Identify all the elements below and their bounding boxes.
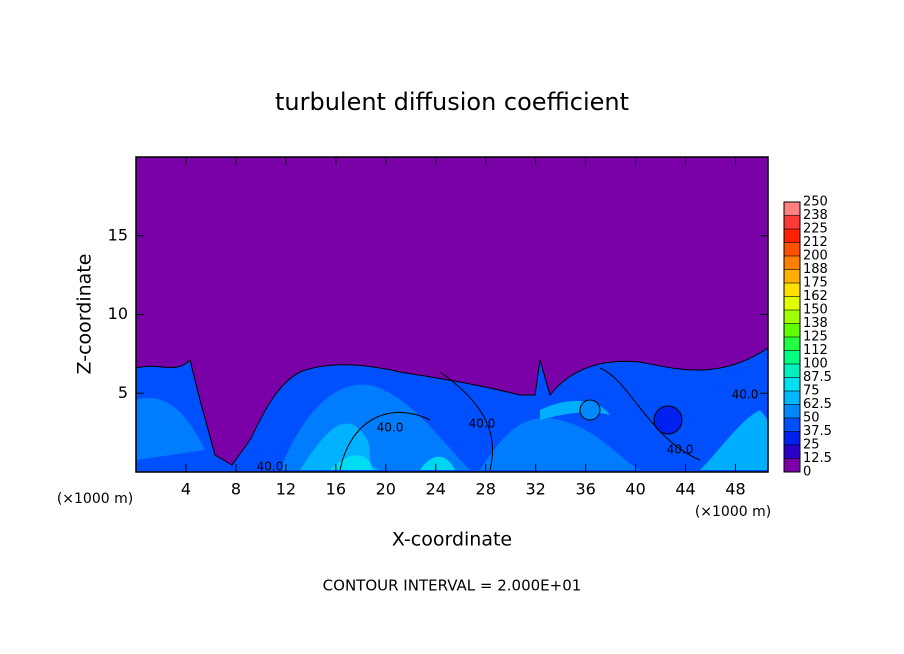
field-vortex bbox=[653, 405, 683, 435]
colorbar-swatch bbox=[784, 283, 800, 297]
field-contour bbox=[339, 367, 701, 471]
colorbar-label: 50 bbox=[803, 411, 820, 426]
colorbar-label: 75 bbox=[803, 384, 820, 399]
x-unit: (×1000 m) bbox=[57, 491, 133, 507]
colorbar-swatch bbox=[784, 458, 800, 472]
colorbar-swatch bbox=[784, 391, 800, 405]
colorbar-label: 37.5 bbox=[803, 424, 832, 439]
colorbar-swatch bbox=[784, 269, 800, 283]
colorbar-label: 250 bbox=[803, 195, 828, 210]
footer-note: CONTOUR INTERVAL = 2.000E+01 bbox=[323, 577, 582, 595]
colorbar-label: 162 bbox=[803, 289, 828, 304]
colorbar-swatch bbox=[784, 256, 800, 270]
colorbar-label: 100 bbox=[803, 357, 828, 372]
x-tick-label: 28 bbox=[476, 480, 496, 499]
colorbar-label: 138 bbox=[803, 316, 828, 331]
colorbar-swatch bbox=[784, 431, 800, 445]
y-axis-label: Z-coordinate bbox=[74, 254, 96, 375]
colorbar-swatch bbox=[784, 418, 800, 432]
colorbar-swatch bbox=[784, 242, 800, 256]
contour-label: 40.0 bbox=[732, 388, 759, 402]
colorbar-label: 12.5 bbox=[803, 451, 832, 466]
colorbar-swatch bbox=[784, 377, 800, 391]
x-unit: (×1000 m) bbox=[695, 504, 771, 520]
colorbar-label: 238 bbox=[803, 208, 828, 223]
x-tick-label: 44 bbox=[675, 480, 695, 499]
colorbar-label: 112 bbox=[803, 343, 828, 358]
x-tick-label: 36 bbox=[575, 480, 595, 499]
x-tick-label: 48 bbox=[725, 480, 745, 499]
colorbar-label: 150 bbox=[803, 303, 828, 318]
colorbar-label: 188 bbox=[803, 262, 828, 277]
y-tick-label: 15 bbox=[108, 225, 128, 244]
field-region bbox=[330, 455, 455, 470]
x-tick-label: 12 bbox=[276, 480, 296, 499]
colorbar-swatch bbox=[784, 296, 800, 310]
colorbar-label: 212 bbox=[803, 235, 828, 250]
x-tick-label: 16 bbox=[326, 480, 346, 499]
colorbar-swatch bbox=[784, 202, 800, 216]
colorbar-swatch bbox=[784, 215, 800, 229]
colorbar-swatch bbox=[784, 350, 800, 364]
x-tick-label: 40 bbox=[625, 480, 645, 499]
contour-label: 40.0 bbox=[257, 460, 284, 474]
contour-label: 40.0 bbox=[377, 421, 404, 435]
field-region bbox=[136, 384, 640, 470]
colorbar-swatch bbox=[784, 310, 800, 324]
field bbox=[135, 157, 769, 473]
y-tick-label: 10 bbox=[108, 304, 128, 323]
colorbar-label: 0 bbox=[803, 465, 811, 480]
colorbar-swatch bbox=[784, 404, 800, 418]
colorbar-swatch bbox=[784, 323, 800, 337]
field-vortex bbox=[579, 399, 601, 421]
colorbar-swatch bbox=[784, 229, 800, 243]
colorbar-label: 200 bbox=[803, 249, 828, 264]
x-tick-label: 32 bbox=[526, 480, 546, 499]
x-tick-label: 8 bbox=[231, 480, 241, 499]
chart-title: turbulent diffusion coefficient bbox=[275, 88, 629, 116]
colorbar-swatch bbox=[784, 364, 800, 378]
contour-label: 40.0 bbox=[667, 443, 694, 457]
colorbar-label: 175 bbox=[803, 276, 828, 291]
colorbar-label: 25 bbox=[803, 438, 820, 453]
colorbar-label: 225 bbox=[803, 222, 828, 237]
colorbar-label: 62.5 bbox=[803, 397, 832, 412]
x-tick-label: 20 bbox=[376, 480, 396, 499]
x-tick-label: 4 bbox=[181, 480, 191, 499]
colorbar-label: 125 bbox=[803, 330, 828, 345]
x-tick-label: 24 bbox=[426, 480, 446, 499]
colorbar-swatch bbox=[784, 445, 800, 459]
y-tick-label: 5 bbox=[118, 383, 128, 402]
contour-label: 40.0 bbox=[469, 417, 496, 431]
x-axis-label: X-coordinate bbox=[392, 529, 512, 551]
colorbar-swatch bbox=[784, 337, 800, 351]
colorbar-label: 87.5 bbox=[803, 370, 832, 385]
